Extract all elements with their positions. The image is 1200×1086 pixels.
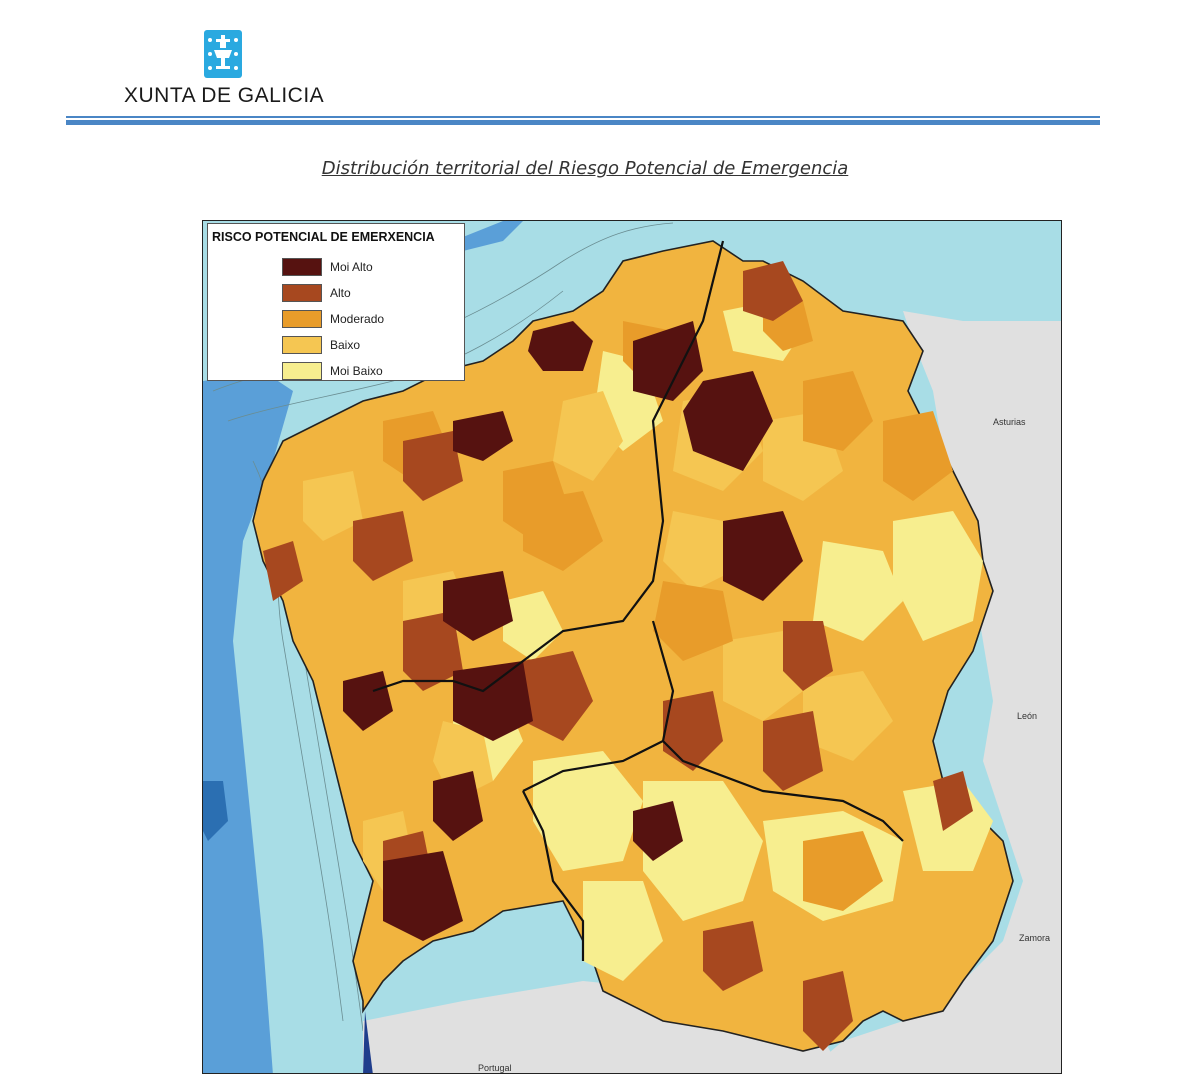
- legend-swatch: [282, 258, 322, 276]
- map-canvas: [203, 221, 1061, 1073]
- legend-label: Moi Baixo: [330, 364, 383, 378]
- risk-patches-moi-alto: [343, 321, 803, 941]
- header-divider-thick: [66, 120, 1100, 125]
- risk-map: Asturias León Zamora Portugal RISCO POTE…: [202, 220, 1062, 1074]
- legend-label: Moi Alto: [330, 260, 373, 274]
- place-label-portugal: Portugal: [478, 1063, 512, 1073]
- legend-label: Moderado: [330, 312, 385, 326]
- legend-swatch: [282, 284, 322, 302]
- legend-swatch: [282, 310, 322, 328]
- place-label-zamora: Zamora: [1019, 933, 1051, 943]
- header-divider: [66, 116, 1100, 118]
- deep-sea: [203, 371, 293, 1073]
- place-label-asturias: Asturias: [993, 417, 1026, 427]
- page-title: Distribución territorial del Riesgo Pote…: [321, 158, 849, 179]
- ria-mouth-inlet: [363, 1011, 373, 1073]
- legend-swatch: [282, 362, 322, 380]
- risk-patches-alto: [263, 261, 973, 1051]
- deep-sea-north: [453, 221, 523, 251]
- legend-label: Baixo: [330, 338, 361, 352]
- place-label-leon: León: [1017, 711, 1038, 721]
- neighbor-land-east: [805, 311, 1061, 1073]
- province-borders: [372, 240, 904, 961]
- deep-sea-trench: [203, 781, 228, 841]
- legend-title: RISCO POTENCIAL DE EMERXENCIA: [212, 230, 435, 244]
- galicia-coat-of-arms-icon: [204, 30, 242, 78]
- org-name: XUNTA DE GALICIA: [124, 84, 325, 107]
- legend-swatch: [282, 336, 322, 354]
- legend-label: Alto: [330, 286, 351, 300]
- map-legend: RISCO POTENCIAL DE EMERXENCIA Moi Alto A…: [207, 223, 465, 381]
